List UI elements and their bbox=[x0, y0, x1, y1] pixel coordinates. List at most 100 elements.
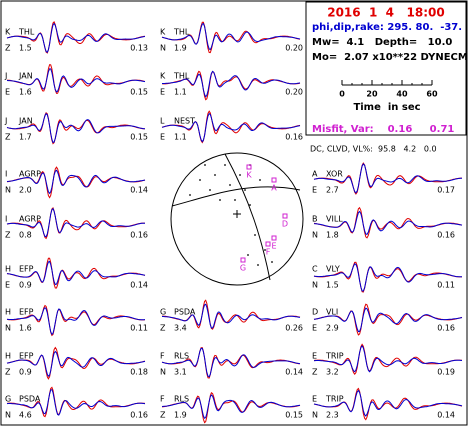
station-marker bbox=[271, 177, 277, 183]
component: E bbox=[312, 324, 317, 333]
amplitude: 2.9 bbox=[326, 324, 339, 333]
mo: Mo= 2.07 x10**22 DYNECM bbox=[312, 52, 468, 63]
variance: 0.26 bbox=[285, 324, 303, 333]
station-name: VILL bbox=[326, 215, 343, 224]
station-id: E bbox=[312, 352, 317, 361]
mw: Mw= 4.1 Depth= 10.0 bbox=[312, 37, 452, 48]
waveform bbox=[313, 344, 463, 373]
station-id: L bbox=[160, 117, 165, 126]
waveform bbox=[161, 112, 301, 143]
station-id: F bbox=[160, 352, 165, 361]
nodal-plane bbox=[224, 153, 271, 281]
component: N bbox=[312, 231, 318, 240]
dot bbox=[199, 179, 201, 181]
waveform bbox=[6, 169, 146, 195]
station-marker bbox=[246, 164, 252, 170]
amplitude: 2.0 bbox=[19, 186, 32, 195]
station-name: TRIP bbox=[325, 395, 344, 404]
variance: 0.14 bbox=[130, 186, 148, 195]
station-id: K bbox=[5, 28, 11, 37]
station-marker bbox=[282, 213, 288, 219]
component: Z bbox=[160, 324, 166, 333]
station-id: H bbox=[5, 352, 11, 361]
station-name: XOR bbox=[326, 170, 343, 179]
component: N bbox=[160, 44, 166, 53]
dot bbox=[219, 199, 221, 201]
component: N bbox=[160, 368, 166, 377]
dot bbox=[189, 194, 191, 196]
scale-label: Time in sec bbox=[353, 102, 420, 113]
info-box: 2016 1 4 18:00 phi,dip,rake: 295. 80. -3… bbox=[305, 1, 468, 136]
component: N bbox=[5, 186, 11, 195]
variance: 0.16 bbox=[130, 411, 148, 420]
amplitude: 1.6 bbox=[19, 88, 32, 97]
station-id: E bbox=[312, 395, 317, 404]
station-name: NEST bbox=[174, 117, 195, 126]
amplitude: 3.2 bbox=[326, 368, 339, 377]
waveform bbox=[6, 304, 146, 337]
component: N bbox=[5, 324, 11, 333]
component: Z bbox=[5, 368, 11, 377]
scale-tick-label: 60 bbox=[426, 90, 438, 99]
station-letter: F bbox=[266, 248, 271, 257]
component: E bbox=[5, 88, 10, 97]
amplitude: 1.9 bbox=[174, 44, 187, 53]
variance: 0.20 bbox=[285, 88, 303, 97]
amplitude: 1.9 bbox=[174, 411, 187, 420]
variance: 0.16 bbox=[437, 324, 455, 333]
station-letter: G bbox=[240, 264, 246, 273]
station-id: I bbox=[5, 170, 7, 179]
amplitude: 3.4 bbox=[174, 324, 187, 333]
variance: 0.14 bbox=[130, 281, 148, 290]
station-id: G bbox=[160, 308, 166, 317]
waveform bbox=[313, 163, 463, 194]
waveform bbox=[6, 306, 146, 336]
ball-outline bbox=[170, 152, 304, 286]
station-name: EFP bbox=[19, 265, 34, 274]
waveform bbox=[313, 261, 462, 293]
station-name: AGRP bbox=[19, 170, 41, 179]
misfit: Misfit, Var: 0.16 0.71 bbox=[312, 124, 454, 135]
station-id: F bbox=[160, 395, 165, 404]
variance: 0.15 bbox=[130, 133, 148, 142]
station-marker bbox=[240, 257, 246, 263]
station-name: RLS bbox=[174, 352, 189, 361]
amplitude: 2.3 bbox=[326, 411, 339, 420]
station-id: J bbox=[4, 72, 7, 81]
component: E bbox=[312, 186, 317, 195]
amplitude: 1.5 bbox=[19, 44, 32, 53]
dot bbox=[259, 179, 261, 181]
station-id: H bbox=[5, 265, 11, 274]
waveform bbox=[161, 394, 301, 420]
station-marker bbox=[271, 235, 277, 241]
component: Z bbox=[160, 411, 166, 420]
station-name: RLS bbox=[174, 395, 189, 404]
station-id: B bbox=[312, 215, 318, 224]
waveform bbox=[161, 22, 301, 51]
station-name: AGRP bbox=[19, 215, 41, 224]
amplitude: 3.1 bbox=[174, 368, 187, 377]
station-id: G bbox=[5, 395, 11, 404]
station-name: JAN bbox=[18, 117, 33, 126]
dot bbox=[257, 264, 259, 266]
waveform bbox=[162, 303, 301, 329]
component: Z bbox=[312, 368, 318, 377]
station-name: THL bbox=[18, 28, 35, 37]
station-name: PSDA bbox=[174, 308, 196, 317]
variance: 0.13 bbox=[130, 44, 148, 53]
waveform bbox=[6, 111, 146, 145]
component: N bbox=[5, 411, 11, 420]
date: 2016 1 4 18:00 bbox=[327, 6, 445, 20]
amplitude: 0.9 bbox=[19, 281, 32, 290]
waveform bbox=[6, 206, 145, 240]
station-letter: K bbox=[246, 171, 252, 180]
waveform bbox=[313, 162, 462, 195]
waveform bbox=[6, 207, 145, 238]
station-id: K bbox=[160, 72, 166, 81]
dot bbox=[204, 164, 206, 166]
component: N bbox=[312, 281, 318, 290]
variance: 0.14 bbox=[437, 411, 455, 420]
station-name: JAN bbox=[18, 72, 33, 81]
box bbox=[305, 1, 467, 136]
waveform bbox=[313, 210, 463, 236]
